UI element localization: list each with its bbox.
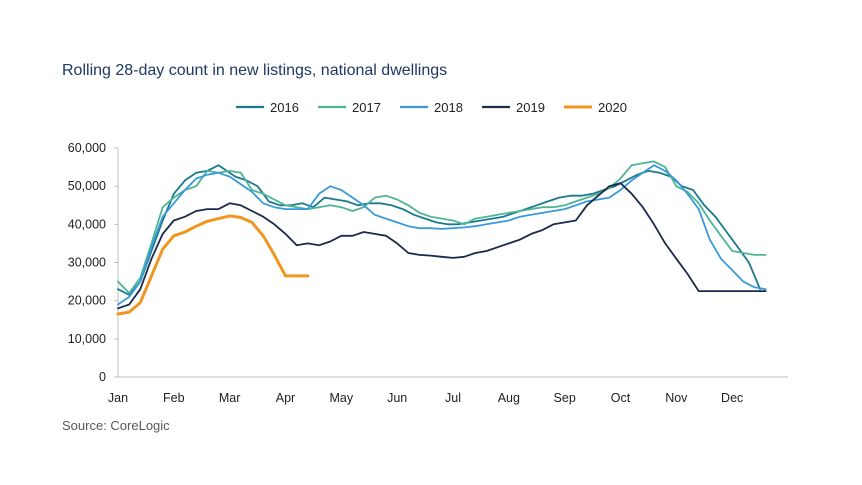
x-tick-label: Dec (721, 391, 743, 405)
y-tick-label: 10,000 (68, 332, 106, 346)
x-tick-label: Jun (387, 391, 407, 405)
x-tick-label: May (330, 391, 354, 405)
x-tick-label: Nov (665, 391, 688, 405)
series-line-2018 (117, 164, 767, 306)
legend: 2016 2017 2018 2019 2020 (236, 100, 627, 115)
x-tick-label: Aug (498, 391, 520, 405)
x-tick-label: Apr (276, 391, 295, 405)
series-line-2019 (117, 182, 767, 310)
legend-label-2016: 2016 (270, 100, 299, 115)
legend-label-2017: 2017 (352, 100, 381, 115)
x-tick-label: Jul (445, 391, 461, 405)
legend-label-2018: 2018 (434, 100, 463, 115)
y-tick-label: 0 (99, 370, 106, 384)
y-tick-label: 20,000 (68, 294, 106, 308)
legend-label-2019: 2019 (516, 100, 545, 115)
legend-label-2020: 2020 (598, 100, 627, 115)
chart-title: Rolling 28-day count in new listings, na… (62, 62, 448, 79)
y-axis: 0 10,000 20,000 30,000 40,000 50,000 60,000 (68, 141, 119, 384)
y-tick-label: 30,000 (68, 256, 106, 270)
x-axis: Jan Feb Mar Apr May Jun Jul Aug Sep Oct Nov Dec (108, 376, 788, 405)
y-tick-label: 40,000 (68, 217, 106, 231)
x-tick-label: Sep (554, 391, 576, 405)
x-tick-label: Mar (219, 391, 241, 405)
series-line-2016 (117, 164, 761, 296)
series-line-2020 (116, 214, 310, 316)
y-tick-label: 50,000 (68, 179, 106, 193)
x-tick-label: Jan (108, 391, 128, 405)
source-note: Source: CoreLogic (62, 418, 170, 433)
series-line-2017 (117, 160, 767, 294)
x-tick-label: Feb (163, 391, 185, 405)
series-lines (116, 160, 767, 316)
x-tick-label: Oct (611, 391, 631, 405)
y-tick-label: 60,000 (68, 141, 106, 155)
